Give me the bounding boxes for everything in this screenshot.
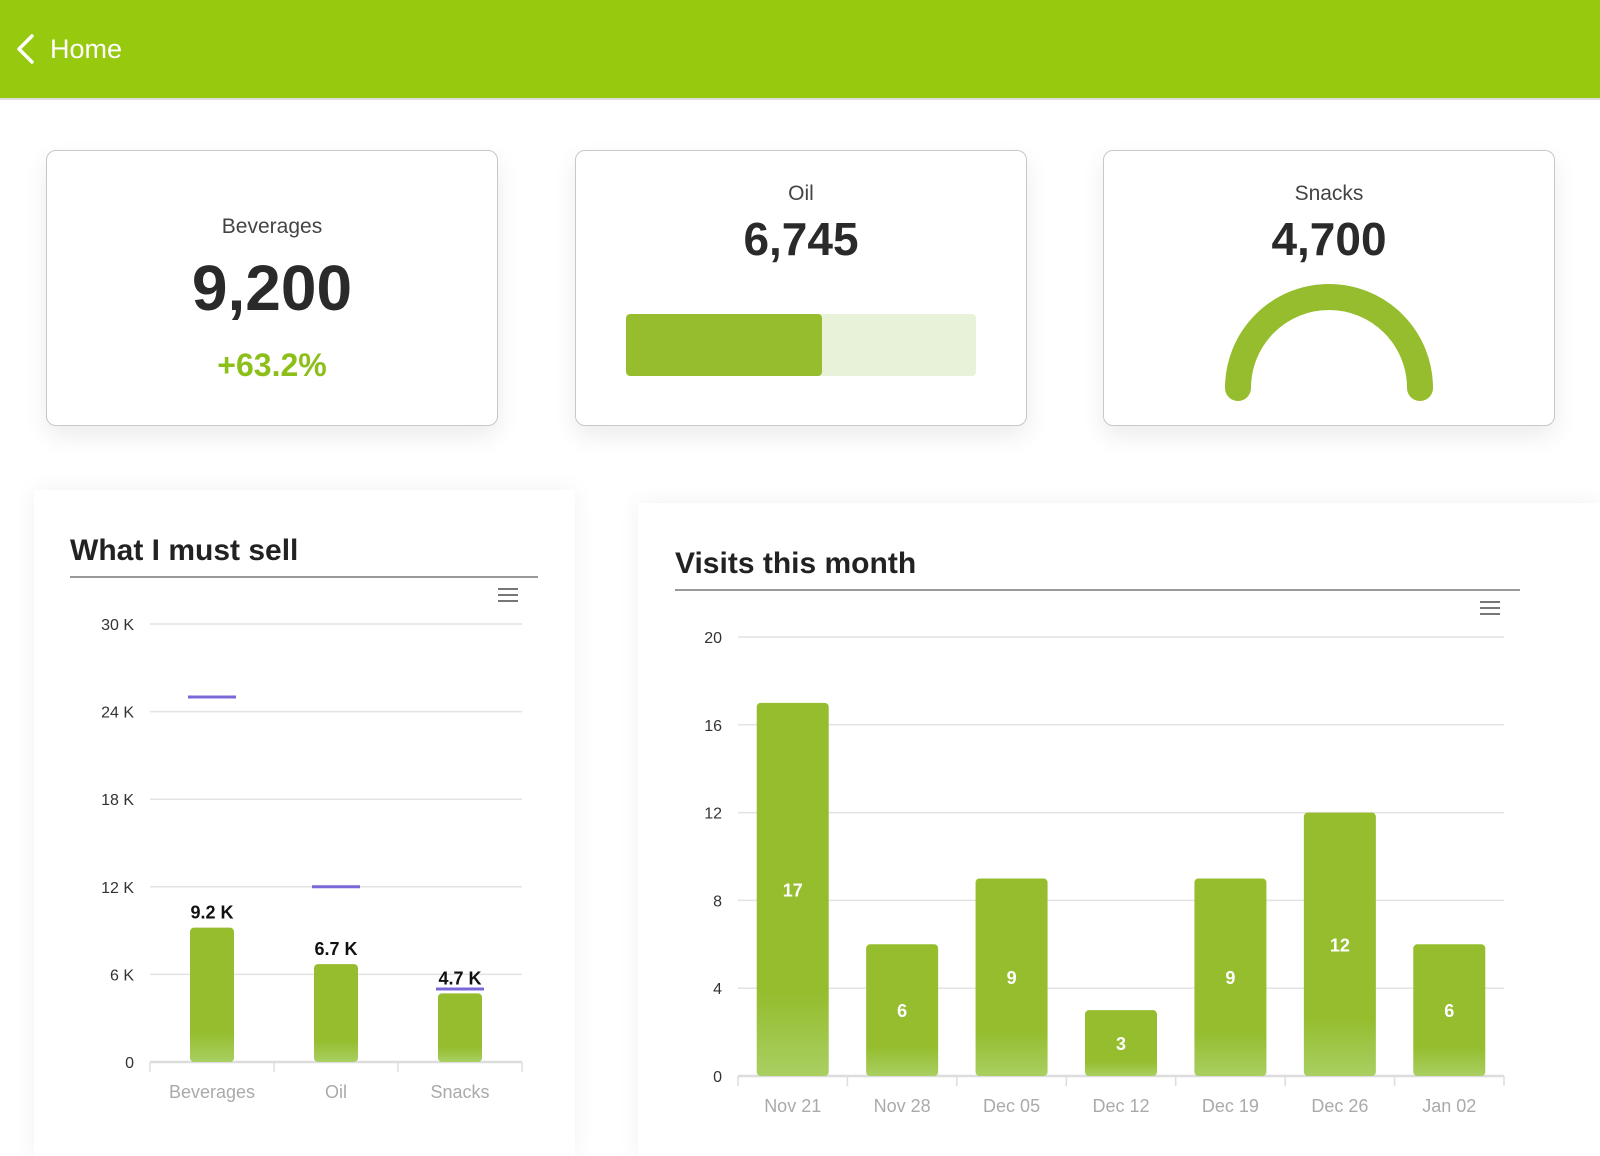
chart-title: What I must sell (70, 534, 299, 567)
chart-title: Visits this month (675, 547, 917, 580)
bar (1413, 944, 1486, 1076)
bar (1085, 1010, 1157, 1076)
y-tick-label: 4 (713, 981, 722, 998)
y-tick-label: 18 K (101, 792, 134, 809)
back-home-button[interactable]: Home (0, 0, 1600, 100)
bar (190, 927, 234, 1062)
chart-menu-icon[interactable] (498, 588, 518, 606)
bar (314, 964, 358, 1062)
kpi-label: Snacks (1294, 182, 1364, 205)
x-tick-label: Nov 21 (764, 1096, 821, 1116)
data-label: 12 (1330, 935, 1350, 955)
panel-must-sell: What I must sell 0 6 K 12 K 18 K 24 K 30 K Bev… (34, 490, 575, 1156)
kpi-label: Oil (788, 182, 814, 205)
y-tick-label: 30 K (101, 617, 134, 634)
data-label: 6 (897, 1001, 907, 1021)
y-tick-label: 12 K (101, 880, 134, 897)
bar (866, 944, 939, 1076)
kpi-value: 9,200 (191, 252, 353, 324)
kpi-card-oil: Oil 6,745 (575, 150, 1027, 426)
y-tick-label: 12 (704, 806, 722, 823)
gauge (1225, 284, 1433, 401)
data-label: 17 (783, 880, 803, 900)
y-tick-label: 0 (713, 1069, 722, 1086)
data-label: 9 (1007, 968, 1017, 988)
bar (975, 878, 1048, 1076)
data-label: 6.7 K (314, 939, 357, 959)
kpi-value: 4,700 (1271, 213, 1387, 265)
kpi-value: 6,745 (743, 213, 859, 265)
data-label: 9 (1225, 968, 1235, 988)
progress-fill (626, 314, 822, 376)
x-tick-label: Jan 02 (1422, 1096, 1476, 1116)
data-label: 6 (1444, 1001, 1454, 1021)
x-tick-label: Dec 05 (983, 1096, 1040, 1116)
data-label: 9.2 K (190, 903, 233, 923)
chevron-left-icon (17, 34, 34, 64)
gauge-arc (1225, 284, 1433, 401)
kpi-card-snacks: Snacks 4,700 (1103, 150, 1555, 426)
y-tick-label: 8 (713, 893, 722, 910)
bar (1194, 878, 1267, 1076)
progress-bar (626, 314, 976, 376)
x-tick-label: Dec 12 (1092, 1096, 1149, 1116)
x-tick-label: Oil (325, 1082, 347, 1102)
chart-menu-icon[interactable] (1480, 601, 1500, 619)
chart-must-sell: 0 6 K 12 K 18 K 24 K 30 K Beverages 9.2 K Oil 6.7… (101, 617, 523, 1102)
kpi-label: Beverages (221, 215, 323, 238)
x-tick-label: Dec 19 (1202, 1096, 1259, 1116)
kpi-change: +63.2% (217, 347, 327, 383)
data-label: 3 (1116, 1034, 1126, 1054)
back-label: Home (50, 33, 123, 64)
panel-visits: Visits this month 0 4 8 12 16 20 Nov 21 17 Nov 2… (638, 503, 1600, 1156)
x-tick-label: Nov 28 (874, 1096, 931, 1116)
y-tick-label: 24 K (101, 705, 134, 722)
bar (1303, 812, 1376, 1076)
bar (756, 702, 829, 1076)
y-tick-label: 6 K (110, 967, 134, 984)
y-tick-label: 20 (704, 630, 722, 647)
chart-visits: 0 4 8 12 16 20 Nov 21 17 Nov 28 6 Dec 05 9 Dec 12 3 De… (704, 630, 1505, 1116)
y-tick-label: 0 (125, 1055, 134, 1072)
data-label: 4.7 K (438, 968, 481, 988)
x-tick-label: Snacks (430, 1082, 489, 1102)
x-tick-label: Dec 26 (1311, 1096, 1368, 1116)
bar (438, 993, 482, 1062)
y-tick-label: 16 (704, 718, 722, 735)
title-divider (675, 589, 1520, 591)
title-divider (70, 576, 538, 578)
x-tick-label: Beverages (169, 1082, 255, 1102)
kpi-card-beverages: Beverages 9,200 +63.2% (46, 150, 498, 426)
